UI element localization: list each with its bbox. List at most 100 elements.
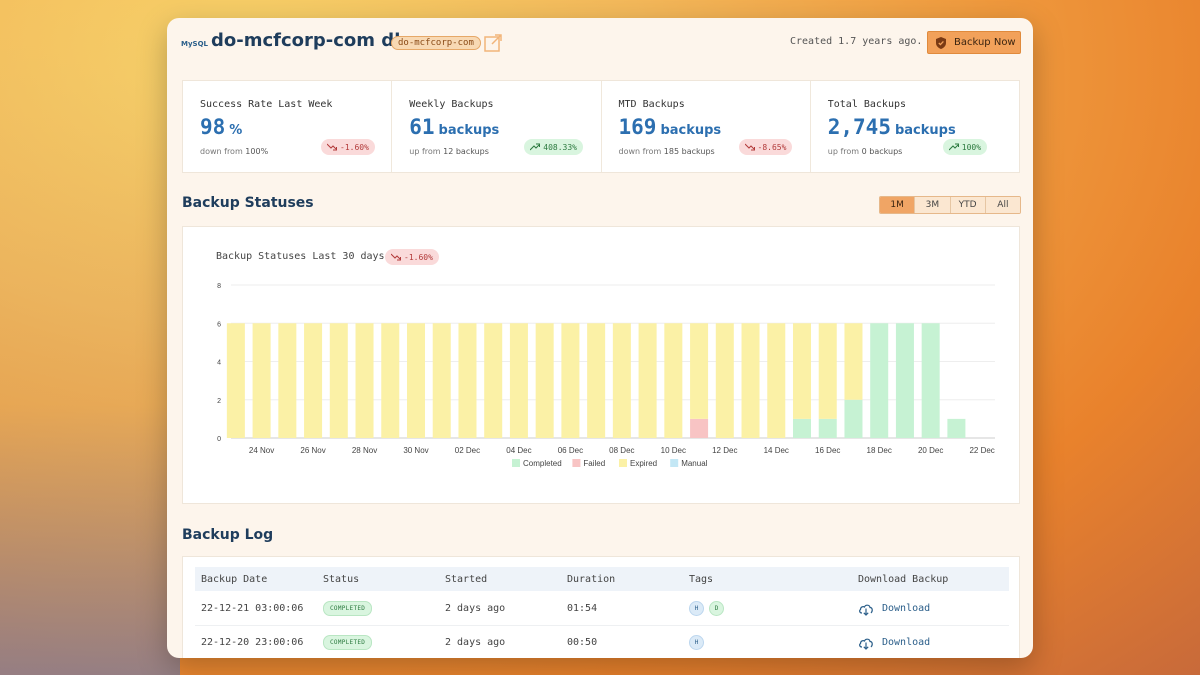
x-tick-label: 30 Nov [403, 446, 428, 455]
x-tick-label: 10 Dec [661, 446, 686, 455]
range-button-3m[interactable]: 3M [915, 197, 951, 213]
tag-badge: D [709, 601, 724, 616]
chart-card: Backup Statuses Last 30 days -1.60% 0 2 4 6… [182, 226, 1020, 504]
column-header-duration: Duration [567, 573, 616, 585]
x-tick-label: 18 Dec [867, 446, 892, 455]
download-link[interactable]: Download [858, 626, 930, 658]
stat-unit: backups [660, 123, 722, 138]
bar-expired [304, 323, 323, 438]
legend-label: Manual [681, 459, 707, 468]
stat-weekly-backups: Weekly Backups 61 backups up from 12 back… [392, 81, 602, 172]
y-tick-label: 8 [217, 283, 221, 290]
stat-sub-value: 12 backups [443, 147, 489, 156]
x-tick-label: 08 Dec [609, 446, 634, 455]
range-button-1m[interactable]: 1M [880, 197, 916, 213]
bar-expired [715, 323, 734, 438]
stat-value-number: 61 [409, 115, 435, 139]
background-gradient [0, 0, 180, 675]
legend-label: Failed [583, 459, 605, 468]
column-header-date: Backup Date [201, 573, 268, 585]
y-tick-label: 6 [217, 321, 221, 328]
page-title: do-mcfcorp-com dbs [211, 30, 418, 51]
trend-up-icon [948, 143, 959, 151]
change-value: 100% [961, 142, 982, 152]
y-tick-label: 2 [217, 398, 221, 405]
backup-now-button[interactable]: Backup Now [927, 31, 1021, 54]
stat-sub-value: 0 backups [861, 147, 903, 156]
bar-expired [278, 323, 297, 438]
bar-expired [818, 323, 837, 419]
stat-sub-prefix: up from [409, 147, 441, 156]
x-tick-label: 20 Dec [918, 446, 943, 455]
stat-subtext: down from 185 backups [619, 147, 715, 156]
stat-label: Total Backups [827, 99, 907, 110]
stat-subtext: up from 12 backups [409, 147, 489, 156]
db-tag-badge: do-mcfcorp-com [391, 36, 481, 50]
table-row: 22-12-21 03:00:06 COMPLETED 2 days ago 0… [195, 592, 1009, 626]
download-link[interactable]: Download [858, 592, 930, 625]
cell-started: 2 days ago [445, 603, 506, 614]
x-tick-label: 12 Dec [712, 446, 737, 455]
trend-down-icon [327, 143, 337, 151]
stat-unit: backups [894, 123, 956, 138]
cloud-download-icon [859, 638, 873, 650]
change-value: -1.60% [340, 142, 369, 152]
bar-expired [226, 323, 245, 438]
cell-date: 22-12-21 03:00:06 [201, 603, 304, 614]
bar-expired [484, 323, 503, 438]
stat-value-number: 169 [618, 115, 657, 139]
bar-expired [252, 323, 271, 438]
bar-expired [638, 323, 657, 438]
cell-status: COMPLETED [323, 592, 373, 625]
chart-title: Backup Statuses Last 30 days [216, 251, 385, 262]
backup-log-table: Backup Date Status Started Duration Tags… [182, 556, 1020, 658]
shield-icon [936, 36, 946, 49]
cell-tags: H [689, 626, 709, 658]
legend-swatch-expired [619, 459, 627, 467]
legend-label: Expired [630, 459, 657, 468]
bar-expired [432, 323, 451, 438]
column-header-started: Started [445, 573, 488, 585]
stat-subtext: down from 100% [200, 147, 268, 156]
backup-statuses-heading: Backup Statuses [182, 195, 314, 211]
bar-completed [947, 418, 966, 438]
y-tick-label: 4 [217, 360, 221, 367]
tag-badge: H [689, 601, 704, 616]
bar-expired [561, 323, 580, 438]
change-badge: 100% [942, 139, 988, 155]
bar-expired [535, 323, 554, 438]
stat-value-number: 98 [200, 115, 226, 139]
bar-expired [406, 323, 426, 438]
chart-change-badge: -1.60% [385, 249, 439, 265]
stat-mtd-backups: MTD Backups 169 backups down from 185 bac… [602, 81, 811, 172]
mysql-logo: MySQL [181, 40, 208, 48]
range-button-ytd[interactable]: YTD [950, 197, 986, 213]
status-badge: COMPLETED [323, 601, 373, 616]
bar-expired [767, 323, 786, 438]
cell-tags: H D [689, 592, 729, 625]
bar-expired [355, 323, 374, 438]
bar-expired [612, 323, 631, 438]
bar-expired [329, 323, 348, 438]
change-badge: -8.65% [738, 139, 793, 155]
table-row: 22-12-20 23:00:06 COMPLETED 2 days ago 0… [195, 626, 1009, 658]
trend-down-icon [744, 143, 755, 151]
bar-expired [844, 323, 863, 400]
bar-expired [458, 323, 477, 438]
chart-change-value: -1.60% [404, 252, 433, 262]
download-label: Download [882, 603, 931, 614]
bar-expired [741, 323, 760, 438]
stat-unit: % [229, 123, 243, 138]
x-tick-label: 22 Dec [969, 446, 994, 455]
stat-unit: backups [438, 123, 500, 138]
stat-value: 98% [200, 115, 242, 139]
x-tick-label: 16 Dec [815, 446, 840, 455]
bar-completed [792, 418, 812, 438]
change-badge: 408.33% [524, 139, 583, 155]
bar-expired [664, 323, 683, 438]
stat-sub-value: 185 backups [663, 147, 715, 156]
range-button-all[interactable]: All [985, 197, 1020, 213]
external-link-icon[interactable] [483, 33, 503, 53]
bar-expired [792, 323, 812, 419]
bar-completed [895, 323, 914, 438]
